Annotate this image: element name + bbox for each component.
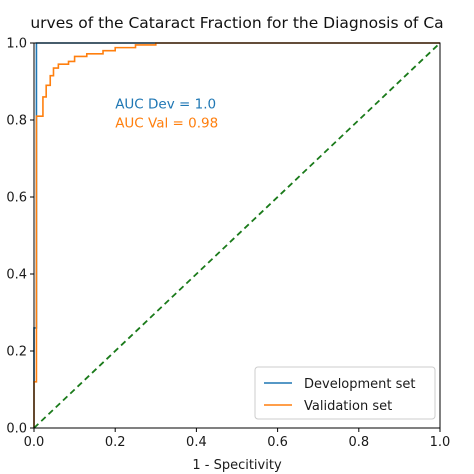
ticks-layer: 0.0 0.2 0.4 0.6 0.8 1.0 0.0 0.2 0.4 0.6 0.8 1.0 xyxy=(6,37,450,451)
chance-diagonal-line xyxy=(33,42,441,429)
series-line-validation-set xyxy=(33,42,440,428)
x-tick-label: 0.0 xyxy=(24,435,45,450)
y-tick-label: 0.4 xyxy=(6,268,27,283)
x-tick-label: 0.4 xyxy=(186,435,207,450)
x-axis-label: 1 - Specitivity xyxy=(192,458,282,473)
x-tick-label: 1.0 xyxy=(430,435,451,450)
legend-label-development: Development set xyxy=(304,377,416,392)
x-tick-label: 0.2 xyxy=(105,435,126,450)
plot-frame xyxy=(33,42,441,429)
y-tick-label: 0.0 xyxy=(6,422,27,437)
x-tick-label: 0.8 xyxy=(348,435,369,450)
y-tick-label: 1.0 xyxy=(6,37,27,52)
x-tick-label: 0.6 xyxy=(267,435,288,450)
legend-box xyxy=(254,366,436,420)
auc-annotation: AUC Val = 0.98 xyxy=(115,116,218,132)
y-tick-label: 0.6 xyxy=(6,191,27,206)
chart-title: urves of the Cataract Fraction for the D… xyxy=(30,14,443,32)
y-tick-label: 0.2 xyxy=(6,345,27,360)
legend: Development set Validation set xyxy=(254,366,436,420)
y-tick-label: 0.8 xyxy=(6,114,27,129)
auc-annotation: AUC Dev = 1.0 xyxy=(115,96,216,112)
legend-label-validation: Validation set xyxy=(304,399,392,414)
annotation-layer: AUC Dev = 1.0 AUC Val = 0.98 xyxy=(115,96,218,131)
